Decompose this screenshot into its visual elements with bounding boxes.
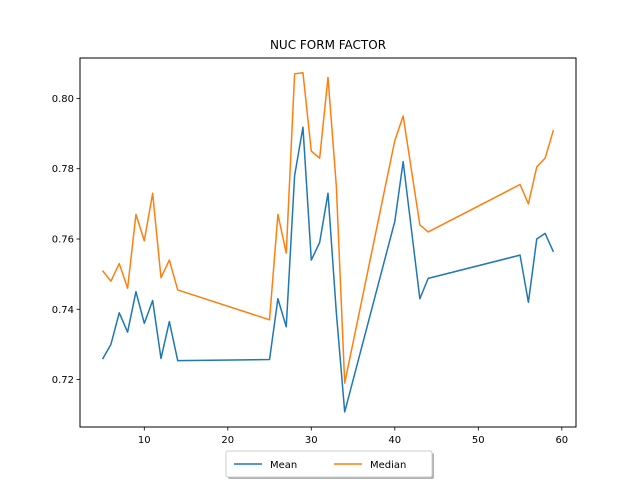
y-tick-label: 0.72 (52, 375, 74, 386)
x-tick-label: 30 (305, 435, 318, 446)
y-tick-label: 0.80 (52, 94, 74, 105)
plot-area-frame (79, 57, 577, 428)
x-tick-label: 10 (138, 435, 151, 446)
y-tick-label: 0.74 (52, 305, 74, 316)
legend-label-median: Median (370, 460, 406, 471)
y-tick-label: 0.78 (52, 164, 74, 175)
legend: Mean Median (225, 450, 434, 479)
series-line-mean (101, 126, 555, 413)
x-tick-label: 40 (388, 435, 401, 446)
x-tick-label: 20 (221, 435, 234, 446)
x-tick-label: 50 (472, 435, 485, 446)
x-tick-label: 60 (555, 435, 568, 446)
series-layer (101, 72, 555, 413)
legend-label-mean: Mean (270, 460, 297, 471)
axis-ticks: 10 20 30 40 50 60 0.72 0.74 0.76 0.78 0.80 (52, 94, 568, 446)
legend-box (225, 450, 433, 478)
chart-title: NUC FORM FACTOR (270, 38, 386, 52)
y-tick-label: 0.76 (52, 234, 74, 245)
series-line-median (101, 72, 555, 384)
